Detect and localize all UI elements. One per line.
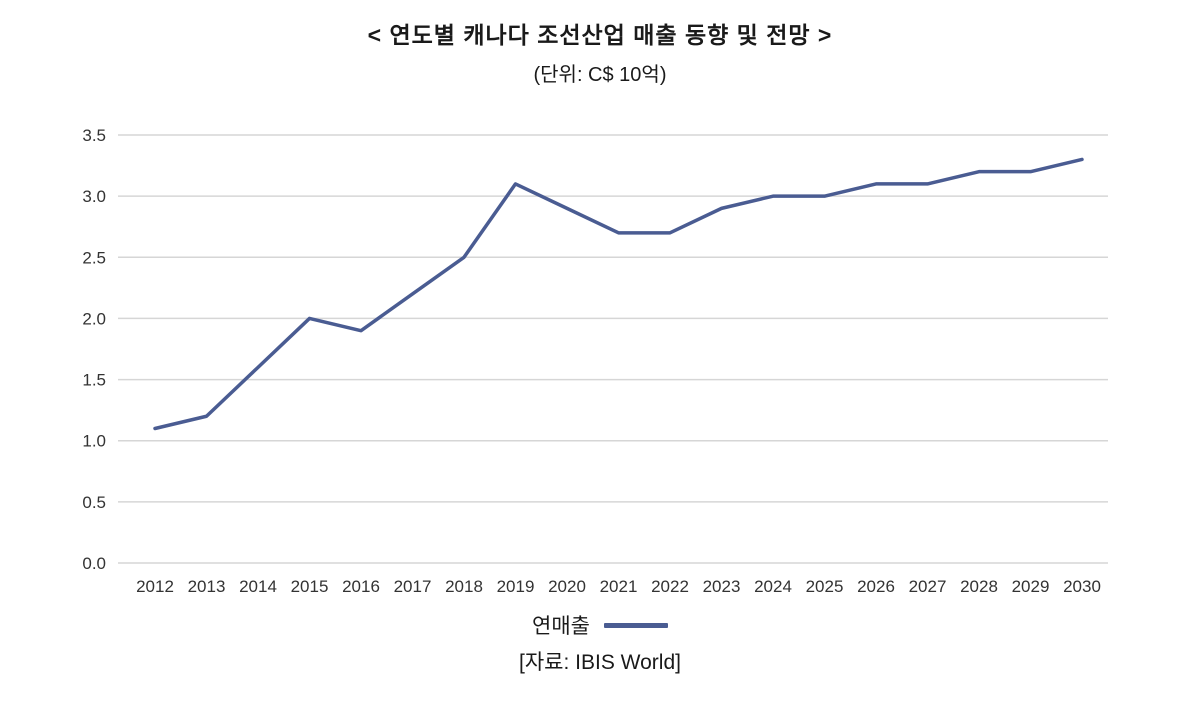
x-tick-label: 2020 <box>548 577 586 596</box>
x-tick-label: 2017 <box>394 577 432 596</box>
chart-area: 0.0 0.5 1.0 1.5 2.0 2.5 3.0 3.5 2012 2013 2014 2015… <box>0 100 1200 605</box>
x-tick-label: 2028 <box>960 577 998 596</box>
y-tick-label: 1.5 <box>82 371 106 390</box>
x-tick-label: 2015 <box>291 577 329 596</box>
x-tick-label: 2014 <box>239 577 277 596</box>
revenue-line <box>153 157 1084 431</box>
x-tick-label: 2026 <box>857 577 895 596</box>
chart-legend: 연매출 <box>0 610 1200 640</box>
y-tick-label: 0.0 <box>82 554 106 573</box>
x-tick-label: 2025 <box>806 577 844 596</box>
x-tick-label: 2016 <box>342 577 380 596</box>
y-tick-label: 0.5 <box>82 493 106 512</box>
x-tick-label: 2024 <box>754 577 792 596</box>
y-tick-label: 3.0 <box>82 187 106 206</box>
y-tick-label: 1.0 <box>82 432 106 451</box>
chart-title: < 연도별 캐나다 조선산업 매출 동향 및 전망 > <box>367 22 833 48</box>
y-tick-label: 2.0 <box>82 309 106 328</box>
x-tick-label: 2023 <box>703 577 741 596</box>
x-tick-label: 2021 <box>600 577 638 596</box>
x-tick-label: 2012 <box>136 577 174 596</box>
x-tick-label: 2027 <box>909 577 947 596</box>
x-tick-label: 2030 <box>1063 577 1101 596</box>
legend-label: 연매출 <box>532 615 590 638</box>
x-tick-label: 2022 <box>651 577 689 596</box>
line-chart-svg: 0.0 0.5 1.0 1.5 2.0 2.5 3.0 3.5 2012 2013 2014 2015… <box>82 126 1108 596</box>
y-tick-label: 2.5 <box>82 248 106 267</box>
x-tick-label: 2019 <box>497 577 535 596</box>
y-tick-label: 3.5 <box>82 126 106 145</box>
x-tick-label: 2018 <box>445 577 483 596</box>
x-tick-label: 2013 <box>188 577 226 596</box>
x-tick-label: 2029 <box>1012 577 1050 596</box>
source-caption: [자료: IBIS World] <box>519 651 681 674</box>
legend-line-swatch <box>603 622 668 628</box>
chart-unit-subtitle: (단위: C$ 10억) <box>533 64 667 86</box>
